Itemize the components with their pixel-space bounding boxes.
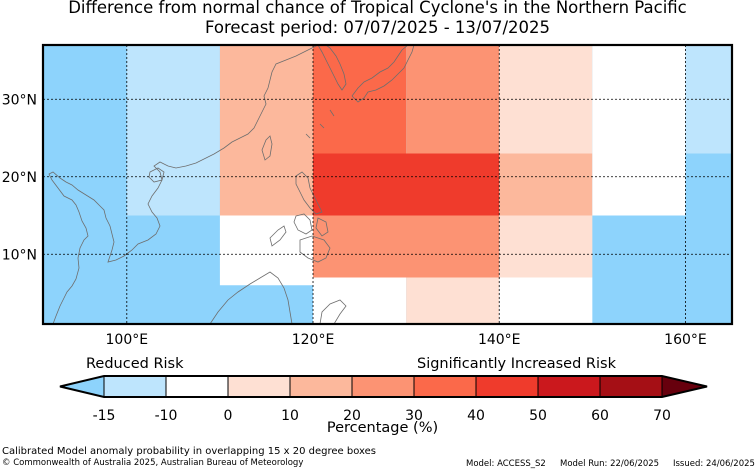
anomaly-cell (313, 277, 407, 324)
colorbar-segment (537, 375, 601, 398)
footer-model-run: Model Run: 22/06/2025 (560, 459, 660, 469)
coastline-taiwan (261, 135, 273, 161)
map-area (43, 45, 732, 324)
coastline-japan (351, 45, 415, 103)
colorbar-segment (475, 375, 539, 398)
anomaly-cell (499, 45, 593, 154)
colorbar-segment (165, 375, 229, 398)
coastline-ryukyu (305, 109, 335, 139)
colorbar-tick-label: -10 (155, 408, 178, 424)
anomaly-cells (126, 45, 732, 324)
anomaly-cell (313, 153, 500, 216)
coastline-mainland (48, 45, 319, 324)
colorbar-tick-label: 10 (281, 408, 299, 424)
anomaly-cell (313, 215, 500, 278)
footer-description: Calibrated Model anomaly probability in … (2, 446, 377, 457)
increased-risk-label: Significantly Increased Risk (417, 356, 616, 372)
reduced-risk-label: Reduced Risk (86, 356, 184, 372)
coastline-luzon (295, 171, 323, 215)
colorbar-axis-label: Percentage (%) (326, 420, 439, 436)
coastline-visayas (293, 213, 329, 237)
footer-model: Model: ACCESS_S2 (466, 459, 546, 469)
anomaly-cell (592, 45, 686, 216)
colorbar-under-arrow (59, 375, 105, 398)
longitude-tick-label: 120°E (292, 332, 335, 348)
gridlines (43, 45, 732, 324)
longitude-tick-label: 160°E (664, 332, 707, 348)
colorbar-tick-label: 60 (591, 408, 609, 424)
footer-issued: Issued: 24/06/2025 (673, 459, 755, 469)
colorbar (59, 375, 708, 398)
colorbar-tick-label: -15 (93, 408, 116, 424)
colorbar-tick-label: 70 (653, 408, 671, 424)
map-frame (41, 43, 734, 326)
colorbar-tick-labels: -15 -10 0 10 20 30 40 50 60 70 (93, 408, 671, 424)
colorbar-tick-label: 0 (224, 408, 233, 424)
anomaly-cell (219, 215, 314, 286)
coastline-borneo (209, 271, 293, 324)
anomaly-cell (406, 277, 500, 324)
colorbar-segment (289, 375, 353, 398)
colorbar-tick-label: 30 (405, 408, 423, 424)
latitude-labels: 10°N 20°N 30°N (2, 92, 37, 263)
coastline-mindanao (299, 235, 331, 263)
title-line-1: Difference from normal chance of Tropica… (68, 0, 687, 17)
colorbar-tick-label: 40 (467, 408, 485, 424)
title-line-2: Forecast period: 07/07/2025 - 13/07/2025 (204, 18, 551, 37)
colorbar-segment (351, 375, 415, 398)
colorbar-segment (103, 375, 167, 398)
colorbar-outline (59, 375, 708, 398)
coastline-sulawesi (319, 299, 347, 324)
anomaly-cell (126, 45, 220, 216)
anomaly-cell (499, 153, 593, 216)
anomaly-cell (499, 277, 593, 324)
colorbar-segment (227, 375, 291, 398)
coastline-palawan (269, 225, 287, 247)
footer-copyright: © Commonwealth of Australia 2025, Austra… (2, 458, 304, 468)
coastline-korea (317, 45, 347, 91)
colorbar-segment (599, 375, 663, 398)
colorbar-tick-label: 20 (343, 408, 361, 424)
coastlines (48, 45, 415, 324)
latitude-tick-label: 20°N (2, 170, 37, 186)
colorbar-segment (413, 375, 477, 398)
anomaly-cell (499, 215, 593, 278)
colorbar-tick-label: 50 (529, 408, 547, 424)
longitude-tick-label: 100°E (106, 332, 149, 348)
longitude-tick-label: 140°E (478, 332, 521, 348)
colorbar-over-arrow (661, 375, 708, 398)
latitude-tick-label: 30°N (2, 92, 37, 108)
latitude-tick-label: 10°N (2, 247, 37, 263)
longitude-labels: 100°E 120°E 140°E 160°E (106, 332, 707, 348)
